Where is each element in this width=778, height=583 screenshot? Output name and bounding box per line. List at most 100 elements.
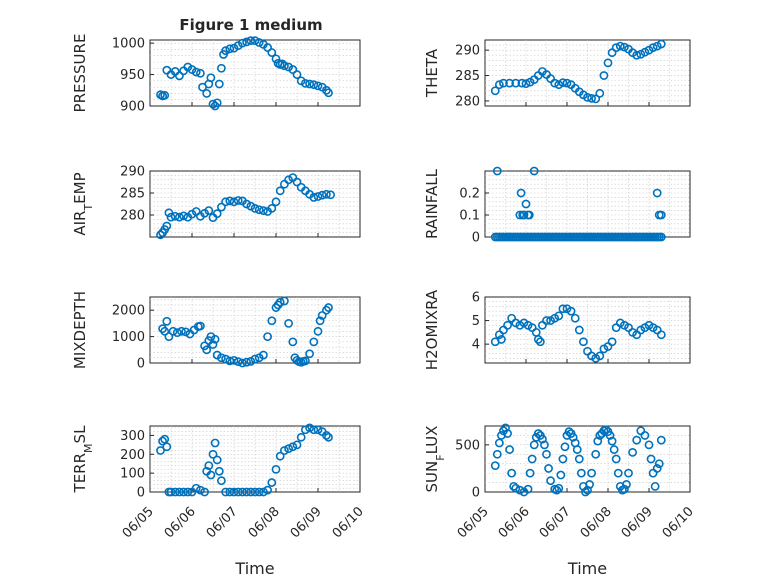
data-point bbox=[208, 99, 218, 109]
y-tick-label: 285 bbox=[120, 187, 145, 202]
x-tick-label: 06/09 bbox=[619, 504, 656, 541]
data-point bbox=[254, 38, 264, 47]
data-point bbox=[615, 41, 625, 51]
y-tick-label: 290 bbox=[120, 165, 145, 180]
data-point bbox=[246, 487, 256, 497]
subplot-5: 0 1000 2000 bbox=[112, 296, 361, 372]
data-point bbox=[656, 330, 666, 340]
y-tick-label: 290 bbox=[455, 44, 480, 59]
data-point bbox=[233, 357, 243, 367]
data-point bbox=[179, 487, 188, 497]
data-point bbox=[640, 431, 650, 440]
data-point bbox=[212, 455, 222, 465]
data-point bbox=[216, 202, 226, 212]
data-point bbox=[516, 188, 526, 198]
data-point bbox=[324, 303, 333, 312]
data-point bbox=[505, 445, 514, 454]
data-point bbox=[652, 188, 662, 198]
data-point bbox=[267, 316, 277, 326]
data-point bbox=[492, 166, 502, 176]
data-point bbox=[599, 71, 609, 80]
data-point bbox=[305, 349, 314, 359]
data-point bbox=[607, 436, 617, 446]
data-point bbox=[515, 485, 525, 495]
y-tick-label: 6 bbox=[472, 291, 480, 306]
data-point bbox=[542, 449, 551, 459]
data-point bbox=[170, 211, 180, 221]
y-tick-label: 900 bbox=[120, 100, 145, 115]
data-point bbox=[168, 326, 178, 336]
data-point bbox=[233, 487, 243, 497]
data-point bbox=[556, 470, 566, 480]
x-tick-label: 06/06 bbox=[162, 504, 199, 541]
data-point bbox=[644, 440, 654, 450]
data-point bbox=[521, 79, 531, 89]
data-point bbox=[654, 459, 664, 469]
data-point bbox=[225, 487, 235, 497]
y-tick-label: 0.1 bbox=[459, 209, 480, 224]
data-point bbox=[258, 487, 268, 497]
data-point bbox=[581, 487, 590, 497]
data-point bbox=[521, 199, 531, 209]
data-point bbox=[263, 485, 272, 495]
data-point bbox=[507, 468, 517, 478]
y-axis-label: PRESSURE bbox=[71, 34, 89, 113]
data-point bbox=[622, 480, 631, 489]
data-point bbox=[242, 37, 251, 47]
y-axis-label: THETA bbox=[423, 48, 441, 98]
data-point bbox=[525, 468, 535, 478]
data-point bbox=[519, 210, 529, 220]
data-series bbox=[490, 166, 666, 242]
data-point bbox=[214, 466, 224, 476]
data-point bbox=[258, 350, 268, 360]
data-point bbox=[267, 478, 277, 487]
data-point bbox=[315, 316, 325, 326]
data-series bbox=[156, 36, 333, 111]
data-point bbox=[656, 210, 666, 220]
data-point bbox=[292, 70, 302, 79]
data-point bbox=[162, 221, 172, 231]
data-point bbox=[632, 50, 642, 60]
data-point bbox=[309, 80, 319, 90]
data-point bbox=[632, 435, 642, 445]
y-tick-label: 1000 bbox=[112, 330, 145, 345]
data-point bbox=[191, 67, 201, 77]
data-point bbox=[216, 353, 226, 363]
data-point bbox=[275, 451, 285, 461]
data-point bbox=[229, 487, 239, 497]
data-point bbox=[576, 468, 586, 478]
data-point bbox=[517, 78, 527, 88]
data-point bbox=[656, 39, 666, 49]
x-tick-label: 06/10 bbox=[330, 504, 367, 541]
data-point bbox=[275, 297, 285, 307]
data-point bbox=[164, 208, 174, 218]
data-point bbox=[263, 332, 272, 341]
data-point bbox=[554, 311, 564, 321]
data-point bbox=[656, 435, 666, 445]
data-point bbox=[499, 78, 508, 88]
figure-title: Figure 1 medium bbox=[179, 16, 322, 34]
data-point bbox=[246, 36, 256, 46]
data-point bbox=[490, 461, 500, 470]
x-tick-label: 06/07 bbox=[537, 504, 574, 541]
data-point bbox=[552, 485, 562, 495]
data-point bbox=[288, 442, 298, 452]
data-point bbox=[309, 192, 319, 202]
data-point bbox=[156, 230, 165, 240]
data-point bbox=[587, 468, 596, 478]
x-axis-label: Time bbox=[567, 559, 607, 578]
data-point bbox=[242, 487, 251, 497]
data-point bbox=[533, 429, 543, 438]
x-tick-label: 06/05 bbox=[120, 504, 157, 541]
data-point bbox=[216, 63, 226, 73]
data-point bbox=[275, 186, 285, 196]
y-tick-label: 300 bbox=[120, 429, 145, 444]
data-point bbox=[607, 337, 617, 347]
data-point bbox=[566, 306, 576, 316]
data-point bbox=[195, 485, 205, 495]
data-point bbox=[177, 326, 186, 336]
data-point bbox=[511, 483, 521, 493]
data-point bbox=[292, 440, 302, 450]
x-tick-label: 06/09 bbox=[288, 504, 325, 541]
y-tick-label: 0.2 bbox=[459, 187, 480, 202]
